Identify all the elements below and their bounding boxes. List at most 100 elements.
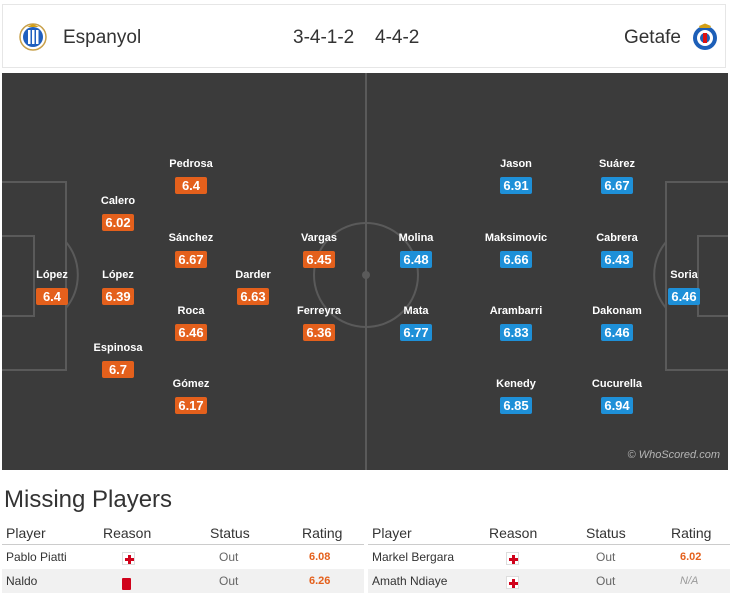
home-player[interactable]: López 6.39 <box>73 269 163 306</box>
table-row[interactable]: Amath Ndiaye Out N/A <box>368 569 730 593</box>
player-rating: 6.63 <box>237 288 269 305</box>
missing-player-name[interactable]: Pablo Piatti <box>6 550 67 564</box>
player-rating: 6.91 <box>500 177 532 194</box>
home-player[interactable]: Sánchez 6.67 <box>146 232 236 269</box>
player-name: Ferreyra <box>296 305 342 317</box>
watermark: © WhoScored.com <box>627 449 720 461</box>
player-rating: 6.77 <box>400 324 432 341</box>
home-player[interactable]: Pedrosa 6.4 <box>146 158 236 195</box>
away-player[interactable]: Soria 6.46 <box>639 269 728 306</box>
injury-icon <box>122 552 135 565</box>
missing-rating: 6.26 <box>309 575 331 587</box>
home-player[interactable]: Calero 6.02 <box>73 195 163 232</box>
player-name: Gómez <box>172 378 210 390</box>
player-name: Dakonam <box>592 305 642 317</box>
table-header: Player Reason Status Rating <box>2 521 364 545</box>
player-name: López <box>36 269 68 281</box>
player-name: Arambarri <box>489 305 543 317</box>
match-header: Espanyol 3-4-1-2 4-4-2 Getafe <box>2 4 726 68</box>
player-name: Suárez <box>598 158 636 170</box>
player-name: Jason <box>500 158 532 170</box>
away-formation: 4-4-2 <box>375 27 420 48</box>
missing-rating: N/A <box>680 575 699 587</box>
player-name: Cabrera <box>596 232 638 244</box>
away-player[interactable]: Cabrera 6.43 <box>572 232 662 269</box>
away-player[interactable]: Kenedy 6.85 <box>471 378 561 415</box>
table-row[interactable]: Pablo Piatti Out 6.08 <box>2 545 364 569</box>
player-name: Sánchez <box>168 232 214 244</box>
header-status: Status <box>210 525 250 541</box>
player-rating: 6.17 <box>175 397 207 414</box>
away-missing-table: Player Reason Status Rating Markel Berga… <box>368 521 730 593</box>
home-player[interactable]: Espinosa 6.7 <box>73 342 163 379</box>
player-name: Espinosa <box>93 342 143 354</box>
away-player[interactable]: Maksimovic 6.66 <box>471 232 561 269</box>
pitch-markings <box>2 73 728 470</box>
player-name: Roca <box>177 305 205 317</box>
missing-player-name[interactable]: Naldo <box>6 574 38 588</box>
away-player[interactable]: Dakonam 6.46 <box>572 305 662 342</box>
home-player[interactable]: Gómez 6.17 <box>146 378 236 415</box>
away-player[interactable]: Arambarri 6.83 <box>471 305 561 342</box>
home-missing-table: Player Reason Status Rating Pablo Piatti… <box>2 521 364 593</box>
missing-player-name[interactable]: Amath Ndiaye <box>372 574 448 588</box>
player-rating: 6.67 <box>175 251 207 268</box>
home-player[interactable]: Darder 6.63 <box>208 269 298 306</box>
pitch: López 6.4 Calero 6.02 López 6.39 Espinos… <box>2 73 728 470</box>
red-card-icon <box>122 578 131 590</box>
player-rating: 6.43 <box>601 251 633 268</box>
player-name: Cucurella <box>591 378 643 390</box>
player-name: Darder <box>235 269 271 281</box>
away-player[interactable]: Molina 6.48 <box>371 232 461 269</box>
missing-rating: 6.02 <box>680 551 702 563</box>
header-rating: Rating <box>302 525 343 541</box>
header-status: Status <box>586 525 626 541</box>
missing-status: Out <box>596 550 616 564</box>
missing-rating: 6.08 <box>309 551 331 563</box>
missing-status: Out <box>219 574 239 588</box>
player-rating: 6.46 <box>668 288 700 305</box>
away-player[interactable]: Cucurella 6.94 <box>572 378 662 415</box>
header-player: Player <box>6 525 46 541</box>
injury-icon <box>506 552 519 565</box>
player-rating: 6.83 <box>500 324 532 341</box>
missing-status: Out <box>596 574 616 588</box>
home-player[interactable]: Vargas 6.45 <box>274 232 364 269</box>
player-rating: 6.66 <box>500 251 532 268</box>
header-rating: Rating <box>671 525 712 541</box>
player-rating: 6.46 <box>175 324 207 341</box>
player-rating: 6.4 <box>175 177 207 194</box>
player-rating: 6.39 <box>102 288 134 305</box>
table-row[interactable]: Naldo Out 6.26 <box>2 569 364 593</box>
player-rating: 6.85 <box>500 397 532 414</box>
espanyol-crest-icon <box>19 23 47 51</box>
player-rating: 6.48 <box>400 251 432 268</box>
player-name: Mata <box>403 305 429 317</box>
player-name: Molina <box>398 232 434 244</box>
table-row[interactable]: Markel Bergara Out 6.02 <box>368 545 730 569</box>
home-player[interactable]: López 6.4 <box>7 269 97 306</box>
away-player[interactable]: Mata 6.77 <box>371 305 461 342</box>
player-name: Soria <box>670 269 698 281</box>
header-reason: Reason <box>489 525 538 541</box>
missing-players-title: Missing Players <box>4 486 173 513</box>
player-name: López <box>102 269 134 281</box>
header-player: Player <box>372 525 412 541</box>
player-rating: 6.7 <box>102 361 134 378</box>
player-rating: 6.4 <box>36 288 68 305</box>
getafe-crest-icon <box>693 23 717 50</box>
home-team-name[interactable]: Espanyol <box>63 27 142 48</box>
player-rating: 6.02 <box>102 214 134 231</box>
missing-status: Out <box>219 550 239 564</box>
player-name: Vargas <box>300 232 338 244</box>
player-rating: 6.46 <box>601 324 633 341</box>
away-player[interactable]: Suárez 6.67 <box>572 158 662 195</box>
missing-player-name[interactable]: Markel Bergara <box>372 550 455 564</box>
home-player[interactable]: Roca 6.46 <box>146 305 236 342</box>
player-name: Calero <box>100 195 136 207</box>
injury-icon <box>506 576 519 589</box>
away-player[interactable]: Jason 6.91 <box>471 158 561 195</box>
home-player[interactable]: Ferreyra 6.36 <box>274 305 364 342</box>
player-name: Pedrosa <box>169 158 213 170</box>
away-team-name[interactable]: Getafe <box>623 27 681 48</box>
